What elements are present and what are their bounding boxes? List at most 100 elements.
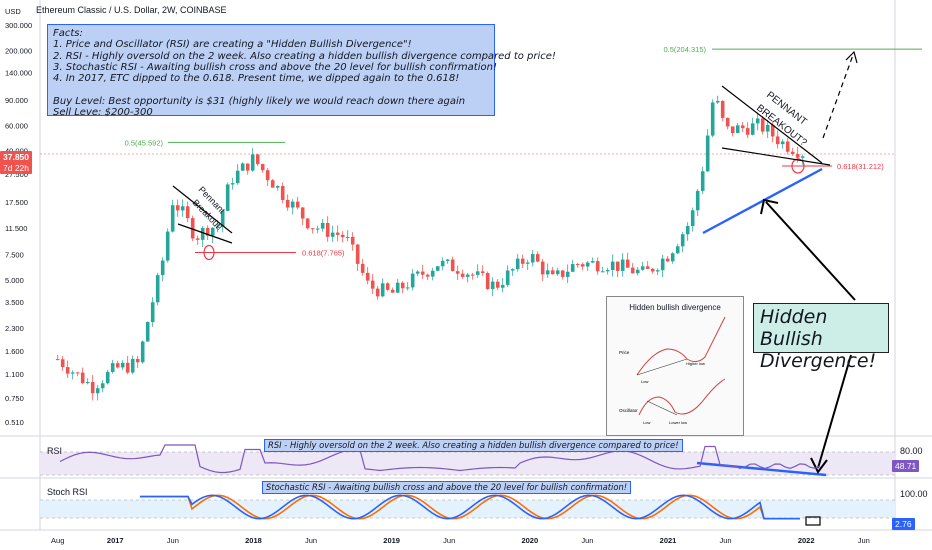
candle-body xyxy=(465,274,470,277)
candle-body xyxy=(630,267,635,274)
candle-body xyxy=(130,358,135,373)
candle-body xyxy=(75,372,80,374)
candle-body xyxy=(760,118,765,132)
candle-body xyxy=(185,206,190,219)
inset-oscillator-label: Oscillator xyxy=(619,408,638,413)
candle-body xyxy=(750,123,755,135)
stoch-note: Stochastic RSI - Awaiting bullish cross … xyxy=(262,481,632,494)
y-tick-label: 11.500 xyxy=(5,224,27,233)
candle-body xyxy=(580,264,585,267)
inset-low-label: Low xyxy=(641,379,648,384)
candle-body xyxy=(175,205,180,211)
y-tick-label: 140.000 xyxy=(5,69,32,78)
candle-body xyxy=(260,164,265,171)
candle-body xyxy=(590,261,595,263)
candle-body xyxy=(210,227,215,236)
candle-body xyxy=(425,274,430,277)
candle-body xyxy=(80,372,85,384)
candle-body xyxy=(345,236,350,238)
candle-body xyxy=(270,180,275,188)
candle-body xyxy=(55,359,60,361)
candle-body xyxy=(135,358,140,363)
candle-body xyxy=(340,234,345,238)
candle-body xyxy=(710,102,715,136)
y-tick-label: 17.500 xyxy=(5,198,28,207)
candle-body xyxy=(690,210,695,227)
x-tick-label: 2021 xyxy=(660,536,677,545)
y-tick-label: 0.510 xyxy=(5,418,24,427)
candle-body xyxy=(510,269,515,271)
candle-body xyxy=(140,341,145,363)
fib-marker-circle xyxy=(791,158,805,174)
callout-line: Hidden Bullish xyxy=(760,306,828,350)
y-tick-label: 90.000 xyxy=(5,96,28,105)
candle-body xyxy=(610,261,615,271)
candle-body xyxy=(360,263,365,273)
candle-body xyxy=(385,283,390,290)
candle-body xyxy=(150,302,155,323)
facts-line: Buy Level: Best opportunity is $31 (high… xyxy=(53,95,466,107)
candle-body xyxy=(620,259,625,271)
x-tick-label: Jun xyxy=(720,536,732,545)
candle-body xyxy=(285,199,290,208)
candle-body xyxy=(730,126,735,133)
pennant-line xyxy=(177,223,233,244)
candle-body xyxy=(795,154,800,158)
candle-body xyxy=(565,271,570,277)
candle-body xyxy=(95,388,100,394)
callout-arrow xyxy=(765,201,856,301)
callout-arrowhead xyxy=(810,457,828,474)
candle-body xyxy=(675,246,680,254)
x-tick-label: 2018 xyxy=(245,536,262,545)
stoch-d-line xyxy=(140,494,800,520)
facts-line: 4. In 2017, ETC dipped to the 0.618. Pre… xyxy=(53,73,460,85)
candle-body xyxy=(280,186,285,200)
candle-body xyxy=(800,156,805,158)
candle-body xyxy=(390,289,395,293)
x-tick-label: Jun xyxy=(443,536,455,545)
y-tick-label: 60.000 xyxy=(5,121,28,130)
fib-level-label: 0.618(31.212) xyxy=(837,162,884,171)
candle-body xyxy=(100,383,105,389)
inset-title: Hidden bullish divergence xyxy=(629,303,721,312)
candle-body xyxy=(515,258,520,270)
y-tick-label: 5.000 xyxy=(5,276,24,285)
stoch-level-label: 100.00 xyxy=(900,489,928,499)
candle-body xyxy=(705,135,710,172)
countdown-tag: 7d 22h xyxy=(0,162,32,174)
y-tick-label: 7.500 xyxy=(5,251,24,260)
candle-body xyxy=(245,163,250,171)
chart-title: Ethereum Classic / U.S. Dollar, 2W, COIN… xyxy=(36,5,227,15)
candle-body xyxy=(770,124,775,137)
candle-body xyxy=(700,171,705,191)
candle-body xyxy=(330,232,335,237)
candle-body xyxy=(155,275,160,303)
price-trend-line xyxy=(702,167,823,235)
inset-higher-low-label: Higher low xyxy=(686,361,705,366)
candle-body xyxy=(740,125,745,129)
rsi-line xyxy=(59,444,821,474)
candle-body xyxy=(355,244,360,264)
candle-body xyxy=(605,270,610,272)
candle-body xyxy=(485,273,490,289)
facts-line: Sell Leve: $200-300 xyxy=(53,107,153,119)
candle-body xyxy=(535,254,540,262)
candle-body xyxy=(370,280,375,289)
candle-body xyxy=(460,273,465,277)
callout-arrow xyxy=(817,354,852,469)
candle-body xyxy=(635,269,640,274)
candle-body xyxy=(65,367,70,374)
candle-body xyxy=(180,206,185,211)
x-tick-label: Aug xyxy=(51,536,64,545)
candle-body xyxy=(790,151,795,155)
candle-body xyxy=(665,258,670,262)
candle-body xyxy=(480,271,485,274)
inset-diagram: Price Higher low Low Oscillator Low Lowe… xyxy=(619,316,726,425)
candle-body xyxy=(320,222,325,229)
inset-price-label: Price xyxy=(619,350,630,355)
candle-body xyxy=(615,261,620,271)
candle-body xyxy=(725,117,730,127)
candle-body xyxy=(295,201,300,208)
candle-body xyxy=(550,270,555,275)
candle-body xyxy=(435,266,440,271)
